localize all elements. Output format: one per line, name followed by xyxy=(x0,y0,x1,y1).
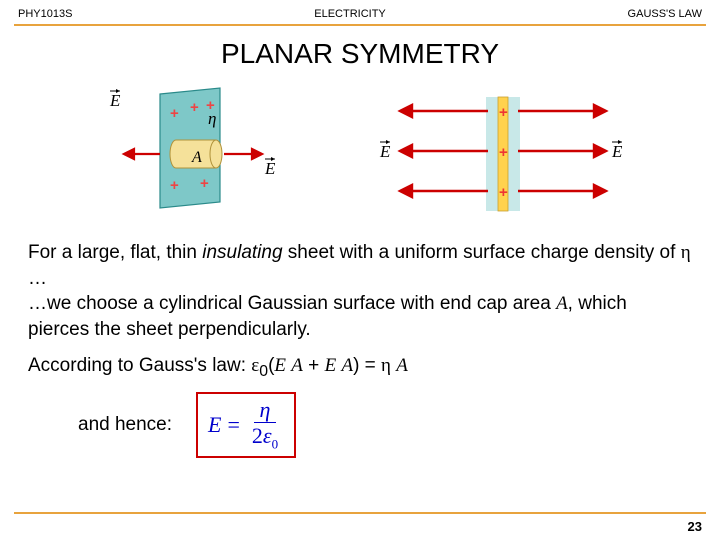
svg-text:+: + xyxy=(190,99,199,116)
header-left: PHY1013S xyxy=(18,8,72,20)
formula-box: E = η 2ε0 xyxy=(196,392,296,458)
svg-text:+: + xyxy=(170,105,179,122)
slide-title: PLANAR SYMMETRY xyxy=(0,38,720,70)
svg-text:+: + xyxy=(499,104,508,121)
svg-text:η: η xyxy=(208,109,216,128)
svg-text:E: E xyxy=(109,91,121,110)
diagram-row: + + + + + + η A E xyxy=(0,70,720,234)
body-text: For a large, flat, thin insulating sheet… xyxy=(0,234,720,464)
slide-header: PHY1013S ELECTRICITY GAUSS'S LAW xyxy=(0,0,720,24)
svg-text:+: + xyxy=(200,175,209,192)
gauss-law-line: According to Gauss's law: ε0(E A + E A) … xyxy=(28,353,692,382)
footer-rule xyxy=(14,512,706,514)
svg-text:+: + xyxy=(499,144,508,161)
header-rule xyxy=(14,24,706,26)
svg-text:+: + xyxy=(170,177,179,194)
and-hence-row: and hence: E = η 2ε0 xyxy=(28,392,692,458)
header-right: GAUSS'S LAW xyxy=(628,8,702,20)
svg-text:E: E xyxy=(264,159,276,178)
svg-text:E: E xyxy=(379,142,391,161)
svg-text:E: E xyxy=(611,142,623,161)
diagram-cylinder: + + + + + + η A E xyxy=(90,84,300,224)
diagram-edge-view: + + + E E xyxy=(370,89,630,219)
and-hence-label: and hence: xyxy=(78,412,172,438)
svg-text:+: + xyxy=(499,184,508,201)
page-number: 23 xyxy=(688,519,702,534)
header-center: ELECTRICITY xyxy=(314,8,386,20)
paragraph-1: For a large, flat, thin insulating sheet… xyxy=(28,240,692,343)
svg-text:A: A xyxy=(191,149,202,166)
